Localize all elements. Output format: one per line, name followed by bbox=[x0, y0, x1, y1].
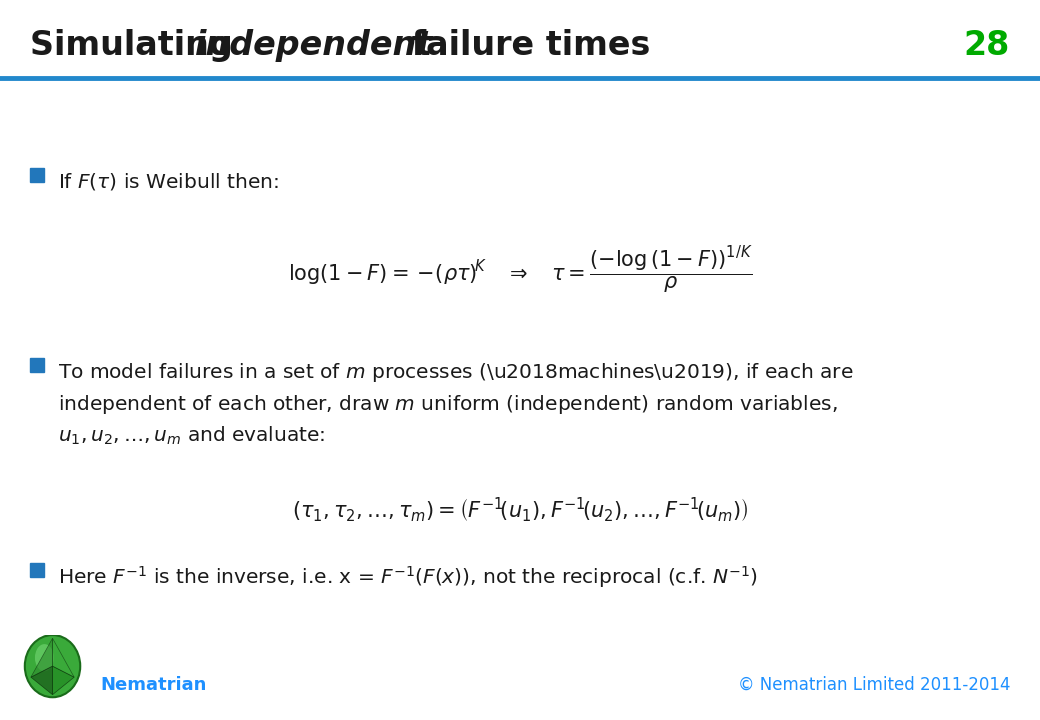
Polygon shape bbox=[31, 638, 52, 677]
Text: © Nematrian Limited 2011-2014: © Nematrian Limited 2011-2014 bbox=[737, 676, 1010, 694]
Text: $\left(\tau_1,\tau_2,\ldots,\tau_m\right)=\left(F^{-1}\!\left(u_1\right),F^{-1}\: $\left(\tau_1,\tau_2,\ldots,\tau_m\right… bbox=[292, 495, 748, 524]
Text: 28: 28 bbox=[964, 29, 1010, 62]
Polygon shape bbox=[52, 638, 74, 677]
Text: independent of each other, draw $m$ uniform (independent) random variables,: independent of each other, draw $m$ unif… bbox=[58, 392, 837, 415]
Text: independent: independent bbox=[196, 29, 434, 62]
FancyBboxPatch shape bbox=[30, 563, 44, 577]
Text: Nematrian: Nematrian bbox=[100, 676, 206, 694]
FancyBboxPatch shape bbox=[30, 168, 44, 182]
Text: To model failures in a set of $m$ processes (\u2018machines\u2019), if each are: To model failures in a set of $m$ proces… bbox=[58, 361, 854, 384]
FancyBboxPatch shape bbox=[30, 358, 44, 372]
Text: failure times: failure times bbox=[400, 29, 650, 62]
Text: $\log\!\left(1-F\right)=-\!\left(\rho\tau\right)^{\!K}$$\quad\Rightarrow\quad$$\: $\log\!\left(1-F\right)=-\!\left(\rho\ta… bbox=[288, 244, 752, 296]
Text: $u_1, u_2,\ldots, u_m$ and evaluate:: $u_1, u_2,\ldots, u_m$ and evaluate: bbox=[58, 425, 326, 447]
Ellipse shape bbox=[35, 644, 54, 671]
Ellipse shape bbox=[25, 635, 80, 697]
Text: Here $F^{-1}$ is the inverse, i.e. x = $F^{-1}(F(x))$, not the reciprocal (c.f. : Here $F^{-1}$ is the inverse, i.e. x = $… bbox=[58, 564, 758, 590]
Polygon shape bbox=[52, 666, 74, 695]
Text: Simulating: Simulating bbox=[30, 29, 244, 62]
Polygon shape bbox=[31, 666, 52, 695]
Text: If $F(\tau)$ is Weibull then:: If $F(\tau)$ is Weibull then: bbox=[58, 171, 279, 192]
